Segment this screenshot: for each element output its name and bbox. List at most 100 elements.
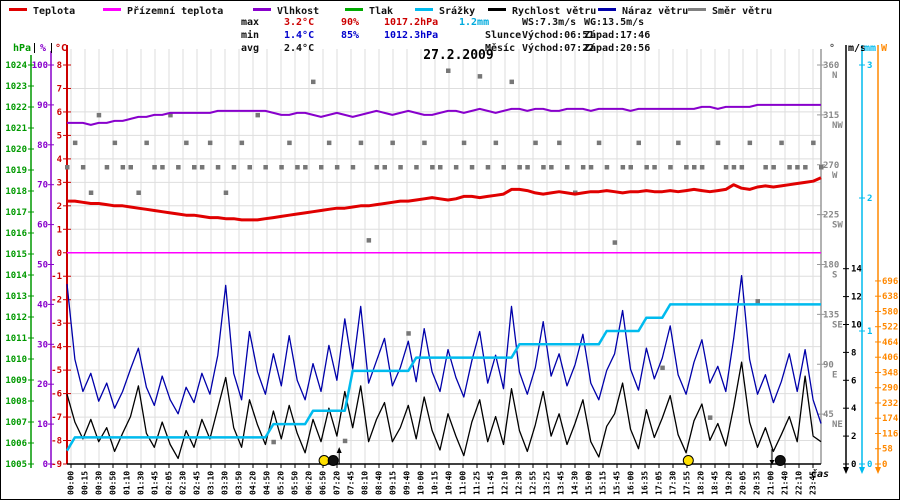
legend-item-smer-vetru: Směr větru [688, 6, 772, 17]
naraz-dash-icon [598, 8, 616, 11]
svg-text:100: 100 [32, 61, 48, 71]
svg-text:10: 10 [37, 420, 48, 430]
svg-text:270: 270 [823, 161, 839, 171]
moon-label: Měsíc [485, 43, 516, 54]
svg-text:696: 696 [882, 277, 898, 287]
direction-axis-unit: ° [829, 43, 836, 54]
svg-text:1007: 1007 [5, 418, 27, 428]
svg-text:174: 174 [882, 414, 899, 424]
legend-item-teplota: Teplota [9, 6, 75, 17]
x-axis-label: čas [811, 469, 830, 480]
svg-text:90: 90 [823, 360, 834, 370]
stat-avg-temp: 2.4°C [284, 43, 315, 54]
svg-text:50: 50 [37, 261, 48, 271]
svg-text:290: 290 [882, 384, 898, 394]
svg-text:22:10: 22:10 [795, 471, 804, 495]
svg-text:17:30: 17:30 [669, 471, 678, 495]
legend-label: Teplota [33, 6, 76, 17]
vlhkost-dash-icon [253, 8, 271, 11]
svg-text:1011: 1011 [5, 334, 27, 344]
svg-text:1020: 1020 [5, 145, 27, 155]
svg-text:20: 20 [37, 380, 48, 390]
svg-text:225: 225 [823, 211, 839, 221]
svg-text:1019: 1019 [5, 166, 27, 176]
svg-text:18:45: 18:45 [711, 471, 720, 495]
sunrise-time: Východ:06:51 [522, 30, 595, 41]
svg-text:0: 0 [57, 249, 62, 259]
legend-label: Rychlost větru [512, 6, 597, 17]
svg-text:04:50: 04:50 [263, 471, 272, 495]
legend-item-srazky: Srážky [415, 6, 475, 17]
stat-min-pressure: 1012.3hPa [384, 30, 439, 41]
stat-max-pressure: 1017.2hPa [384, 17, 439, 28]
svg-text:1: 1 [57, 225, 62, 235]
svg-text:7: 7 [57, 85, 62, 95]
svg-text:5: 5 [57, 131, 62, 141]
svg-text:1006: 1006 [5, 439, 27, 449]
svg-text:6: 6 [851, 376, 856, 386]
svg-text:-8: -8 [51, 437, 62, 447]
svg-text:04:20: 04:20 [249, 471, 258, 495]
svg-text:18:20: 18:20 [697, 471, 706, 495]
svg-text:-2: -2 [51, 296, 62, 306]
svg-text:17:05: 17:05 [655, 471, 664, 495]
svg-text:638: 638 [882, 292, 898, 302]
svg-text:16:00: 16:00 [627, 471, 636, 495]
svg-text:13:25: 13:25 [543, 471, 552, 495]
svg-text:-5: -5 [51, 366, 62, 376]
svg-text:45: 45 [823, 410, 834, 420]
svg-text:NE: NE [832, 420, 843, 430]
svg-text:1008: 1008 [5, 397, 27, 407]
svg-text:00:30: 00:30 [95, 471, 104, 495]
svg-text:20:35: 20:35 [753, 471, 762, 495]
svg-text:2: 2 [867, 194, 872, 204]
svg-text:21:40: 21:40 [781, 471, 790, 495]
legend-label: Tlak [369, 6, 394, 17]
svg-text:S: S [832, 271, 837, 281]
svg-text:4: 4 [57, 155, 63, 165]
svg-text:1015: 1015 [5, 250, 27, 260]
svg-text:40: 40 [37, 300, 48, 310]
legend-item-tlak: Tlak [345, 6, 393, 17]
svg-text:30: 30 [37, 340, 48, 350]
svg-text:12:55: 12:55 [529, 471, 538, 495]
svg-text:8: 8 [57, 61, 62, 71]
svg-text:01:30: 01:30 [137, 471, 146, 495]
svg-text:360: 360 [823, 61, 839, 71]
svg-text:1017: 1017 [5, 208, 27, 218]
svg-text:15:00: 15:00 [585, 471, 594, 495]
svg-text:23:45: 23:45 [809, 471, 818, 495]
smer-dash-icon [688, 8, 706, 11]
svg-text:02:30: 02:30 [179, 471, 188, 495]
svg-text:13:45: 13:45 [557, 471, 566, 495]
svg-text:80: 80 [37, 141, 48, 151]
svg-text:01:10: 01:10 [123, 471, 132, 495]
svg-text:10: 10 [851, 321, 862, 331]
wind-speed-max: WS:7.3m/s [522, 17, 577, 28]
chart-title: 27.2.2009 [423, 48, 494, 63]
svg-text:E: E [832, 370, 837, 380]
svg-text:90: 90 [37, 101, 48, 111]
svg-text:1009: 1009 [5, 376, 27, 386]
svg-text:580: 580 [882, 307, 898, 317]
svg-text:21:00: 21:00 [767, 471, 776, 495]
svg-text:1024: 1024 [5, 61, 27, 71]
svg-text:14: 14 [851, 265, 862, 275]
wind-gust-max: WG:13.5m/s [584, 17, 645, 28]
svg-text:NW: NW [832, 121, 843, 131]
pressure-axis-unit: hPa [13, 43, 32, 54]
svg-text:05:50: 05:50 [291, 471, 300, 495]
tlak-dash-icon [345, 8, 363, 11]
svg-text:12:10: 12:10 [501, 471, 510, 495]
svg-text:00:00: 00:00 [67, 471, 76, 495]
unit-separator [34, 43, 35, 53]
moonrise-time: Východ:07:22 [522, 43, 595, 54]
svg-text:03:50: 03:50 [235, 471, 244, 495]
svg-text:10:15: 10:15 [431, 471, 440, 495]
prizemni-dash-icon [103, 8, 121, 11]
svg-text:1005: 1005 [5, 460, 27, 470]
svg-text:10:00: 10:00 [417, 471, 426, 495]
rychlost-dash-icon [488, 8, 506, 11]
